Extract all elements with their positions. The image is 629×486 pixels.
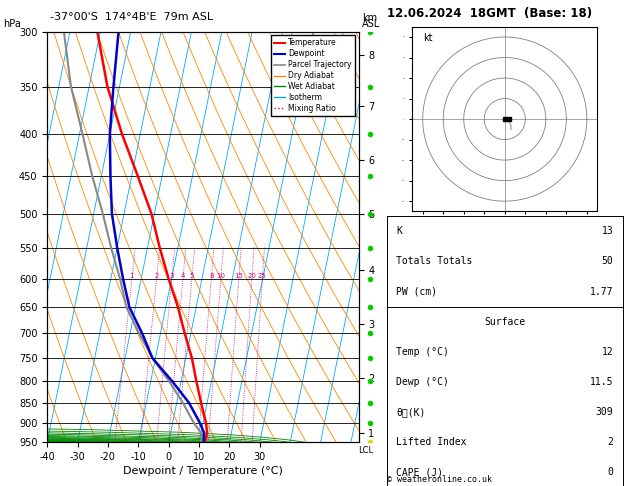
Text: ASL: ASL	[362, 19, 380, 29]
Text: Lifted Index: Lifted Index	[396, 437, 467, 447]
Text: hPa: hPa	[3, 19, 21, 29]
Text: 10: 10	[216, 273, 225, 278]
Text: Dewp (°C): Dewp (°C)	[396, 377, 449, 387]
Text: 12: 12	[601, 347, 613, 357]
Text: kt: kt	[423, 33, 432, 43]
Text: 25: 25	[258, 273, 267, 278]
Text: 15: 15	[235, 273, 243, 278]
X-axis label: Dewpoint / Temperature (°C): Dewpoint / Temperature (°C)	[123, 466, 283, 476]
Text: 2: 2	[154, 273, 159, 278]
Text: km: km	[362, 13, 377, 23]
Text: CAPE (J): CAPE (J)	[396, 468, 443, 477]
Text: -37°00'S  174°4B'E  79m ASL: -37°00'S 174°4B'E 79m ASL	[50, 12, 213, 22]
Text: K: K	[396, 226, 402, 236]
Text: 4: 4	[181, 273, 185, 278]
Text: 1: 1	[130, 273, 134, 278]
Text: 8: 8	[209, 273, 214, 278]
Text: PW (cm): PW (cm)	[396, 287, 437, 296]
Text: Temp (°C): Temp (°C)	[396, 347, 449, 357]
Text: θ⁣(K): θ⁣(K)	[396, 407, 426, 417]
Text: Totals Totals: Totals Totals	[396, 257, 472, 266]
Text: Surface: Surface	[484, 317, 525, 327]
Text: 50: 50	[601, 257, 613, 266]
Text: © weatheronline.co.uk: © weatheronline.co.uk	[387, 474, 492, 484]
Text: 12.06.2024  18GMT  (Base: 18): 12.06.2024 18GMT (Base: 18)	[387, 7, 592, 20]
Text: 1.77: 1.77	[590, 287, 613, 296]
Text: 20: 20	[247, 273, 257, 278]
Legend: Temperature, Dewpoint, Parcel Trajectory, Dry Adiabat, Wet Adiabat, Isotherm, Mi: Temperature, Dewpoint, Parcel Trajectory…	[270, 35, 355, 116]
Text: 3: 3	[170, 273, 174, 278]
Text: 0: 0	[608, 468, 613, 477]
Text: 13: 13	[601, 226, 613, 236]
Text: 11.5: 11.5	[590, 377, 613, 387]
Text: 2: 2	[608, 437, 613, 447]
Text: 5: 5	[190, 273, 194, 278]
Text: LCL: LCL	[359, 446, 374, 455]
Text: 309: 309	[596, 407, 613, 417]
